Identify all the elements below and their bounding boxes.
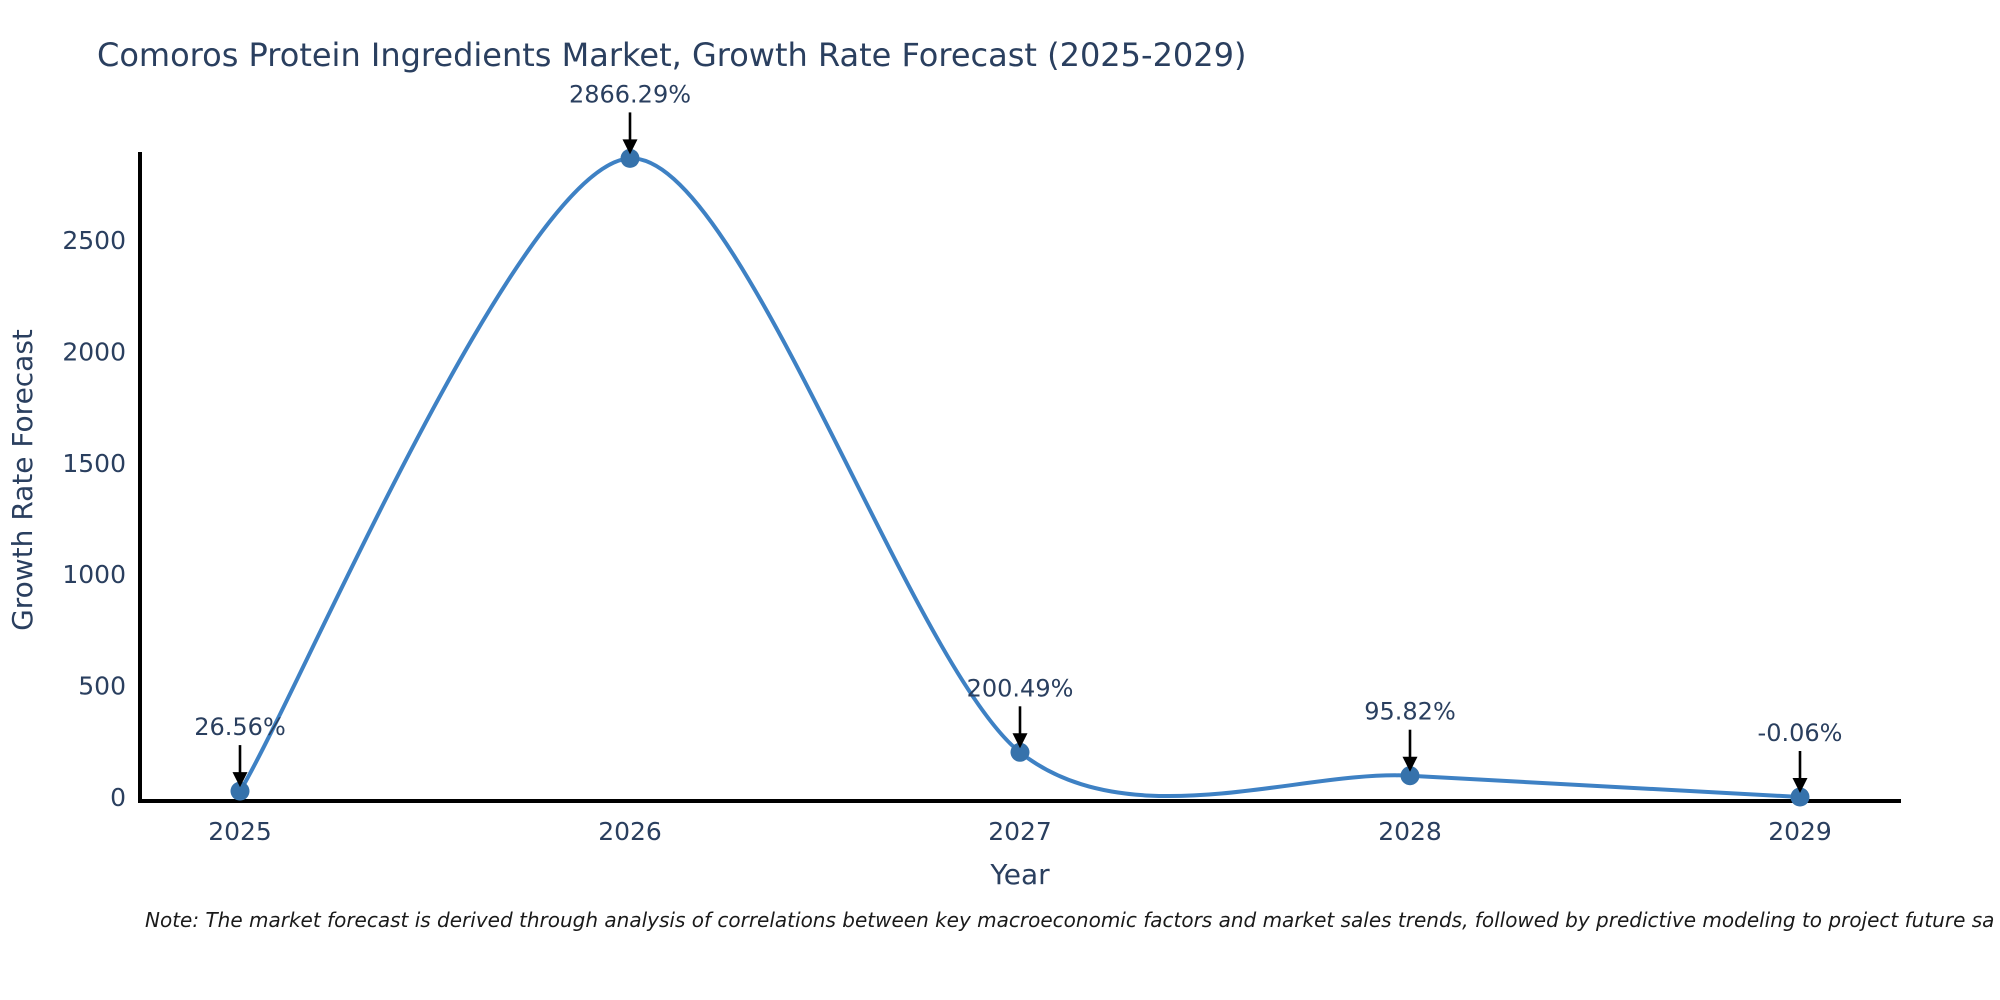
chart-title: Comoros Protein Ingredients Market, Grow… <box>97 36 1246 74</box>
data-point-marker <box>620 148 640 168</box>
data-point-marker <box>230 781 250 801</box>
y-axis-title: Growth Rate Forecast <box>6 329 39 631</box>
y-tick-label: 2500 <box>62 226 126 255</box>
data-point-marker <box>1790 787 1810 807</box>
plot-area: 0 500 1000 1500 2000 2500 2025 2026 2027 2028 2029… <box>62 80 1842 846</box>
data-point-marker <box>1010 742 1030 762</box>
y-tick-label: 500 <box>78 672 126 701</box>
y-tick-label: 1500 <box>62 449 126 478</box>
x-tick-label: 2029 <box>1768 817 1832 846</box>
annotation-label: 95.82% <box>1364 698 1456 726</box>
annotation-arrowhead <box>1402 756 1418 772</box>
footnote: Note: The market forecast is derived thr… <box>145 908 1995 932</box>
annotation-arrowhead <box>622 139 638 155</box>
data-point-marker <box>1400 766 1420 786</box>
y-tick-label: 2000 <box>62 337 126 366</box>
y-tick-label: 0 <box>110 783 126 812</box>
y-tick-label: 1000 <box>62 560 126 589</box>
x-axis-title: Year <box>989 858 1050 891</box>
x-tick-label: 2025 <box>208 817 272 846</box>
annotation-arrowhead <box>1792 778 1808 793</box>
annotation-label: -0.06% <box>1758 719 1843 747</box>
annotation-label: 26.56% <box>194 713 286 741</box>
annotation-arrowhead <box>1012 733 1028 749</box>
line-series-path <box>238 156 1802 799</box>
annotation-arrowhead <box>232 772 248 788</box>
x-tick-label: 2027 <box>988 817 1052 846</box>
x-tick-label: 2026 <box>598 817 662 846</box>
x-tick-label: 2028 <box>1378 817 1442 846</box>
annotation-label: 200.49% <box>967 674 1074 702</box>
annotation-label: 2866.29% <box>569 80 691 108</box>
